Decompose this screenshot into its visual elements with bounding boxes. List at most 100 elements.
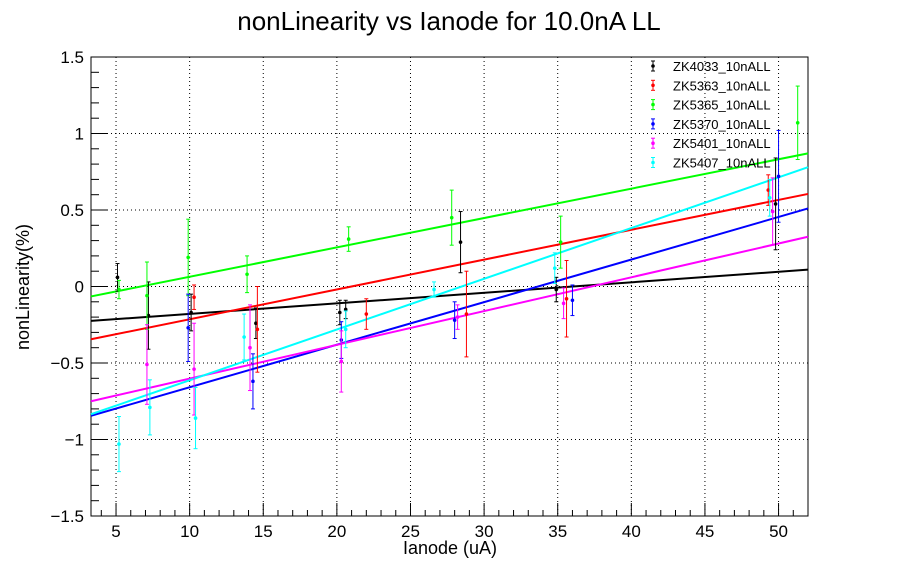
x-tick-label: 45 (695, 522, 714, 541)
data-point (186, 293, 191, 362)
data-point (248, 304, 253, 392)
x-tick-label: 25 (401, 522, 420, 541)
data-point (144, 324, 149, 405)
legend-label: ZK5363_10nALL (673, 78, 771, 93)
fit-lines (90, 152, 809, 417)
data-point (458, 211, 463, 274)
data-point (339, 330, 344, 393)
x-axis: 5 10 15 20 25 30 35 40 45 50 (100, 503, 794, 541)
legend-label: ZK5370_10nALL (673, 117, 771, 132)
fit-line (90, 152, 809, 298)
x-tick-label: 30 (475, 522, 494, 541)
x-tick-label: 10 (180, 522, 199, 541)
point-marker (117, 442, 121, 446)
data-point (245, 255, 250, 294)
data-point (455, 304, 460, 330)
y-tick-label: 0 (75, 278, 84, 297)
data-point (189, 293, 194, 332)
y-tick-label: 1 (75, 125, 84, 144)
y-tick-label: 0.5 (60, 201, 84, 220)
point-marker (767, 195, 772, 200)
y-axis: −1.5 −1 −0.5 0 0.5 1 1.5 (50, 48, 107, 526)
data-point (116, 279, 121, 300)
point-marker (795, 120, 800, 125)
x-tick-label: 20 (327, 522, 346, 541)
legend-marker (651, 83, 655, 88)
point-marker (564, 296, 569, 301)
point-marker (186, 255, 190, 260)
legend-marker (651, 102, 655, 107)
legend-label: ZK4033_10nALL (673, 59, 771, 74)
point-marker (458, 240, 463, 244)
legend-entry: ZK5370_10nALL (651, 117, 771, 132)
point-marker (770, 209, 775, 214)
legend-label: ZK5407_10nALL (673, 156, 771, 171)
point-marker (117, 287, 121, 292)
point-marker (452, 318, 457, 322)
data-point (561, 287, 566, 320)
data-point (564, 259, 569, 338)
data-point (186, 218, 191, 297)
point-marker (776, 174, 781, 179)
x-tick-label: 40 (622, 522, 641, 541)
point-marker (570, 298, 575, 303)
data-point (570, 284, 575, 317)
point-marker (192, 295, 196, 300)
legend-marker (651, 160, 655, 165)
point-marker (343, 327, 348, 332)
y-tick-label: −1.5 (50, 507, 84, 526)
point-marker (148, 405, 152, 410)
fit-line (90, 207, 809, 417)
data-point (193, 386, 198, 450)
data-point (776, 129, 781, 223)
point-marker (339, 359, 344, 364)
data-point (192, 284, 197, 310)
point-marker (242, 335, 246, 339)
legend: ZK4033_10nALL ZK5363_10nALL ZK5365_10nALL Z… (651, 59, 771, 171)
data-point (452, 301, 457, 340)
data-point (767, 178, 772, 217)
point-marker (145, 362, 149, 367)
legend-entry: ZK5407_10nALL (651, 156, 771, 171)
point-marker (245, 272, 249, 277)
point-marker (449, 215, 454, 220)
point-marker (558, 240, 563, 244)
data-point (766, 174, 771, 206)
y-tick-label: −0.5 (50, 354, 84, 373)
data-point (554, 276, 559, 303)
data-point (250, 353, 255, 410)
point-marker (251, 379, 255, 384)
legend-marker (651, 122, 655, 126)
y-tick-label: 1.5 (60, 48, 84, 67)
x-tick-label: 15 (254, 522, 273, 541)
legend-entry: ZK5363_10nALL (651, 78, 771, 93)
legend-marker (651, 64, 655, 68)
x-axis-title: Ianode (uA) (403, 538, 497, 558)
data-point (346, 226, 351, 252)
data-point (116, 416, 121, 473)
point-marker (455, 315, 460, 319)
data-point (115, 263, 120, 292)
legend-entry: ZK5401_10nALL (651, 136, 771, 151)
point-marker (248, 345, 252, 350)
point-marker (115, 275, 120, 280)
point-marker (338, 310, 342, 315)
point-marker (346, 237, 351, 241)
data-point (773, 157, 778, 251)
point-marker (343, 307, 348, 312)
point-marker (193, 416, 198, 420)
data-point (558, 215, 563, 269)
x-tick-label: 35 (548, 522, 567, 541)
point-marker (192, 367, 196, 371)
data-point (464, 270, 469, 358)
data-point (242, 313, 247, 361)
fit-line (90, 192, 809, 341)
point-marker (254, 321, 258, 326)
point-marker (773, 202, 778, 206)
data-point (795, 85, 800, 161)
y-axis-title: nonLinearity(%) (13, 224, 33, 350)
point-marker (146, 313, 151, 318)
point-marker (561, 301, 566, 306)
x-tick-label: 5 (111, 522, 120, 541)
